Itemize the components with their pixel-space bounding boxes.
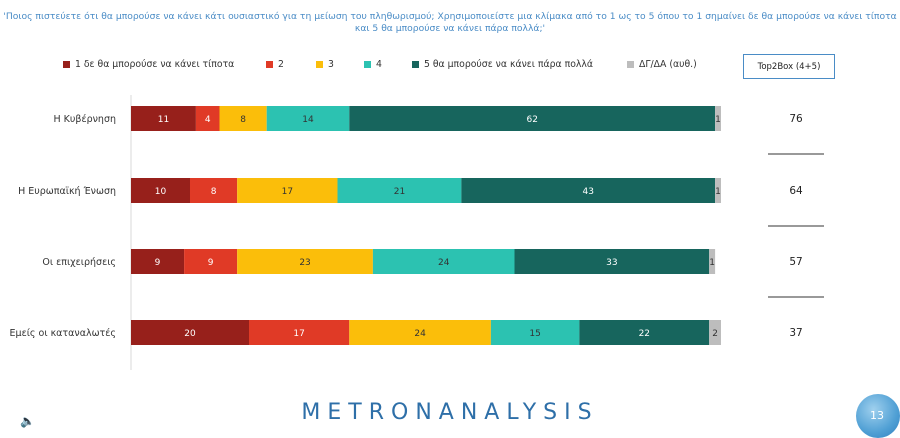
top2box-value: 76 bbox=[789, 113, 803, 125]
legend-label-1: 1 δε θα μπορούσε να κάνει τίποτα bbox=[75, 59, 235, 70]
bar-segment bbox=[195, 106, 220, 131]
bar-segment bbox=[190, 178, 238, 203]
data-label: 15 bbox=[529, 329, 540, 339]
legend-label-2: 2 bbox=[278, 59, 284, 70]
bar-segment bbox=[349, 320, 491, 345]
data-label: 1 bbox=[715, 115, 721, 125]
legend-label-5: 5 θα μπορούσε να κάνει πάρα πολλά bbox=[424, 59, 594, 70]
data-label: 8 bbox=[240, 115, 246, 125]
bar-segment bbox=[461, 178, 716, 203]
data-label: 14 bbox=[302, 115, 314, 125]
bar-segment bbox=[237, 178, 338, 203]
legend-swatch-6 bbox=[627, 61, 634, 68]
legend-swatch-1 bbox=[63, 61, 70, 68]
data-label: 2 bbox=[712, 329, 718, 339]
bar-segment bbox=[579, 320, 710, 345]
data-label: 4 bbox=[205, 115, 211, 125]
category-label: Η Ευρωπαϊκή Ένωση bbox=[18, 186, 116, 197]
speaker-icon: 🔈 bbox=[20, 414, 35, 428]
top2box-header: Top2Box (4+5) bbox=[743, 54, 835, 79]
bar-segment bbox=[715, 106, 721, 131]
bar-segment bbox=[715, 178, 721, 203]
bar-segment bbox=[184, 249, 238, 274]
legend-swatch-4 bbox=[364, 61, 371, 68]
data-label: 43 bbox=[583, 187, 594, 197]
legend-swatch-3 bbox=[316, 61, 323, 68]
data-label: 17 bbox=[293, 329, 304, 339]
legend-item-3: 3 bbox=[316, 59, 334, 70]
data-label: 1 bbox=[715, 187, 721, 197]
brand-logo: METRONANALYSIS bbox=[301, 400, 599, 425]
data-label: 11 bbox=[158, 115, 169, 125]
bar-segment bbox=[219, 106, 267, 131]
bar-segment bbox=[337, 178, 462, 203]
bar-segment bbox=[709, 320, 721, 345]
data-label: 24 bbox=[414, 329, 426, 339]
top2box-value: 64 bbox=[789, 185, 803, 197]
legend-item-2: 2 bbox=[266, 59, 284, 70]
data-label: 9 bbox=[208, 258, 214, 268]
bar-segment bbox=[514, 249, 710, 274]
data-label: 1 bbox=[709, 258, 715, 268]
data-label: 9 bbox=[155, 258, 161, 268]
legend-label-6: ΔΓ/ΔΑ (αυθ.) bbox=[639, 59, 697, 70]
data-label: 33 bbox=[606, 258, 617, 268]
data-label: 8 bbox=[211, 187, 217, 197]
legend-item-1: 1 δε θα μπορούσε να κάνει τίποτα bbox=[63, 59, 234, 70]
data-label: 10 bbox=[155, 187, 167, 197]
bar-segment bbox=[490, 320, 580, 345]
bar-segment bbox=[131, 178, 190, 203]
bar-segment bbox=[237, 249, 373, 274]
data-label: 23 bbox=[299, 258, 310, 268]
category-label: Εμείς οι καταναλωτές bbox=[10, 328, 116, 339]
category-label: Οι επιχειρήσεις bbox=[42, 257, 116, 268]
bar-segment bbox=[372, 249, 515, 274]
question-text: 'Ποιος πιστεύετε ότι θα μπορούσε να κάνε… bbox=[3, 11, 897, 34]
legend-label-4: 4 bbox=[376, 59, 382, 70]
top2box-value: 37 bbox=[789, 327, 802, 339]
data-label: 20 bbox=[184, 329, 196, 339]
data-label: 24 bbox=[438, 258, 450, 268]
bar-segment bbox=[131, 249, 185, 274]
page-number: 13 bbox=[870, 409, 884, 422]
legend-swatch-5 bbox=[412, 61, 419, 68]
bar-segment bbox=[131, 106, 196, 131]
data-label: 22 bbox=[639, 329, 650, 339]
bar-segment bbox=[266, 106, 350, 131]
bar-segment bbox=[349, 106, 716, 131]
data-label: 62 bbox=[526, 115, 537, 125]
top2box-value: 57 bbox=[789, 256, 802, 268]
bar-segment bbox=[709, 249, 716, 274]
page-number-badge bbox=[856, 394, 900, 438]
data-label: 17 bbox=[282, 187, 293, 197]
legend-item-5: 5 θα μπορούσε να κάνει πάρα πολλά bbox=[412, 59, 593, 70]
legend-item-4: 4 bbox=[364, 59, 382, 70]
category-label: Η Κυβέρνηση bbox=[54, 114, 117, 125]
legend-swatch-2 bbox=[266, 61, 273, 68]
data-label: 21 bbox=[394, 187, 405, 197]
legend-label-3: 3 bbox=[328, 59, 334, 70]
bar-segment bbox=[131, 320, 249, 345]
legend-item-6: ΔΓ/ΔΑ (αυθ.) bbox=[627, 59, 697, 70]
bar-segment bbox=[249, 320, 350, 345]
